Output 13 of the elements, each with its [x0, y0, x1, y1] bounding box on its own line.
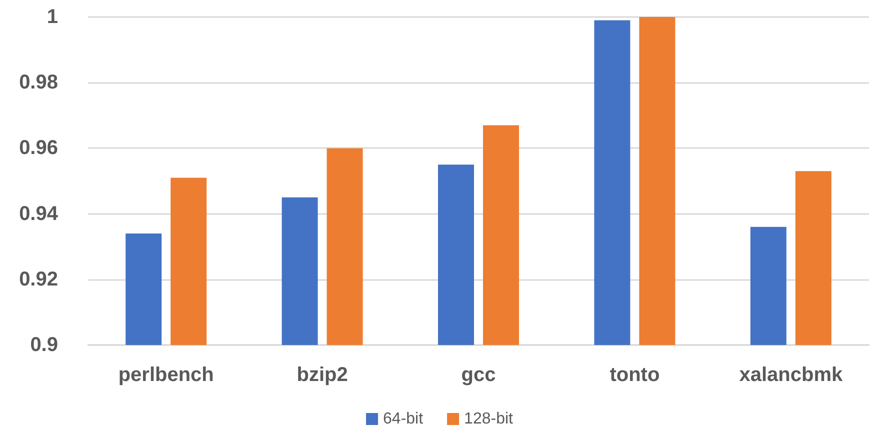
y-tick-label: 0.9 — [30, 334, 58, 356]
y-tick-label: 0.92 — [19, 268, 58, 290]
x-tick-label: tonto — [610, 364, 660, 386]
y-tick-label: 0.98 — [19, 72, 58, 94]
x-tick-label: bzip2 — [296, 364, 348, 386]
y-tick-label: 0.94 — [19, 202, 59, 225]
x-tick-label: xalancbmk — [739, 364, 844, 386]
y-tick-label: 0.96 — [19, 137, 58, 160]
legend-label: 128-bit — [464, 410, 514, 428]
y-tick-label: 1 — [46, 6, 58, 28]
x-tick-label: gcc — [461, 364, 496, 386]
legend-label: 64-bit — [383, 410, 424, 428]
x-tick-label: perlbench — [118, 364, 214, 386]
